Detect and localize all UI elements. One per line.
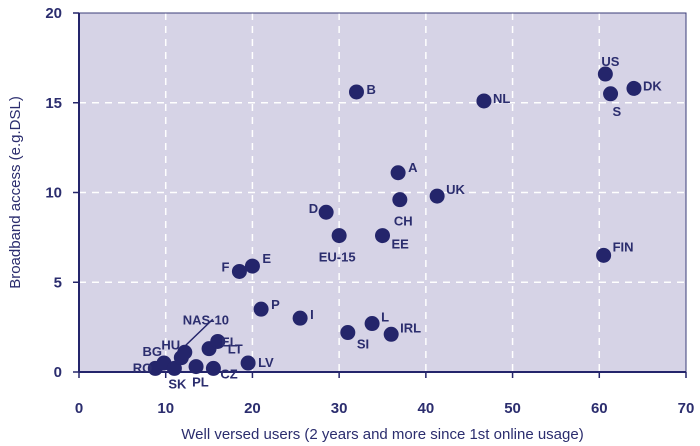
point-label-f: F [221, 259, 229, 274]
point-p [253, 301, 269, 317]
point-label-cz: CZ [220, 366, 237, 381]
point-label-l: L [381, 310, 389, 325]
point-l [364, 316, 380, 332]
point-a [390, 165, 406, 181]
x-tick-label: 60 [591, 400, 608, 417]
point-nas-10 [177, 344, 193, 360]
point-label-lt: LT [228, 341, 243, 356]
point-label-e: E [262, 251, 271, 266]
point-label-us: US [601, 54, 619, 69]
x-tick-label: 0 [75, 400, 83, 417]
point-d [318, 204, 334, 220]
point-b [348, 84, 364, 100]
x-tick-label: 20 [244, 400, 261, 417]
point-nl [476, 93, 492, 109]
y-tick-label: 0 [54, 364, 62, 381]
point-label-lv: LV [258, 355, 274, 370]
point-eu-15 [331, 228, 347, 244]
point-label-a: A [408, 160, 418, 175]
point-si [340, 325, 356, 341]
point-label-i: I [310, 307, 314, 322]
nas-10-leader-line [185, 318, 214, 346]
point-f [231, 263, 247, 279]
tick-labels: 0 10 20 30 40 50 60 70 0 5 10 15 20 [45, 5, 694, 417]
y-axis-title: Broadband access (e.g.DSL) [7, 96, 24, 289]
point-e [244, 258, 260, 274]
point-i [292, 310, 308, 326]
grid-lines [79, 13, 686, 372]
point-ee [375, 228, 390, 244]
point-label-bg: BG [142, 344, 162, 359]
y-tick-label: 5 [54, 274, 62, 291]
y-tick-label: 15 [45, 95, 62, 112]
point-lv [240, 355, 256, 371]
x-tick-label: 70 [678, 400, 695, 417]
x-axis-title: Well versed users (2 years and more sinc… [181, 426, 583, 443]
point-label-p: P [271, 297, 280, 312]
point-label-si: SI [357, 337, 369, 352]
y-tick-label: 20 [45, 5, 62, 22]
point-label-irl: IRL [400, 320, 421, 335]
point-ch [392, 192, 408, 208]
point-label-dk: DK [643, 78, 662, 93]
point-label-hu: HU [161, 338, 180, 353]
point-label-pl: PL [192, 375, 209, 390]
point-dk [626, 80, 642, 96]
leader-lines [185, 318, 214, 346]
point-label-ro: RO [133, 360, 153, 375]
point-s [603, 86, 619, 102]
point-label-ch: CH [394, 214, 413, 229]
data-points [147, 66, 642, 376]
point-us [597, 66, 613, 82]
point-sk [166, 360, 182, 376]
x-tick-label: 50 [504, 400, 521, 417]
point-label-uk: UK [446, 182, 465, 197]
point-label-sk: SK [168, 376, 187, 391]
point-label-s: S [613, 104, 622, 119]
x-tick-label: 30 [331, 400, 348, 417]
axes [73, 12, 687, 378]
x-tick-label: 40 [418, 400, 435, 417]
point-fin [596, 247, 612, 263]
point-cz [205, 360, 221, 376]
point-label-ee: EE [392, 237, 410, 252]
point-lt [210, 333, 226, 349]
point-label-nl: NL [493, 91, 510, 106]
point-uk [429, 188, 445, 204]
point-label-d: D [309, 201, 318, 216]
point-label-eu-15: EU-15 [319, 250, 356, 265]
point-label-b: B [366, 82, 375, 97]
point-irl [383, 326, 399, 342]
point-pl [188, 359, 204, 375]
y-tick-label: 10 [45, 185, 62, 202]
point-label-nas-10: NAS-10 [183, 312, 229, 327]
point-label-fin: FIN [613, 239, 634, 254]
x-tick-label: 10 [157, 400, 174, 417]
point-label-el: EL [221, 335, 238, 350]
